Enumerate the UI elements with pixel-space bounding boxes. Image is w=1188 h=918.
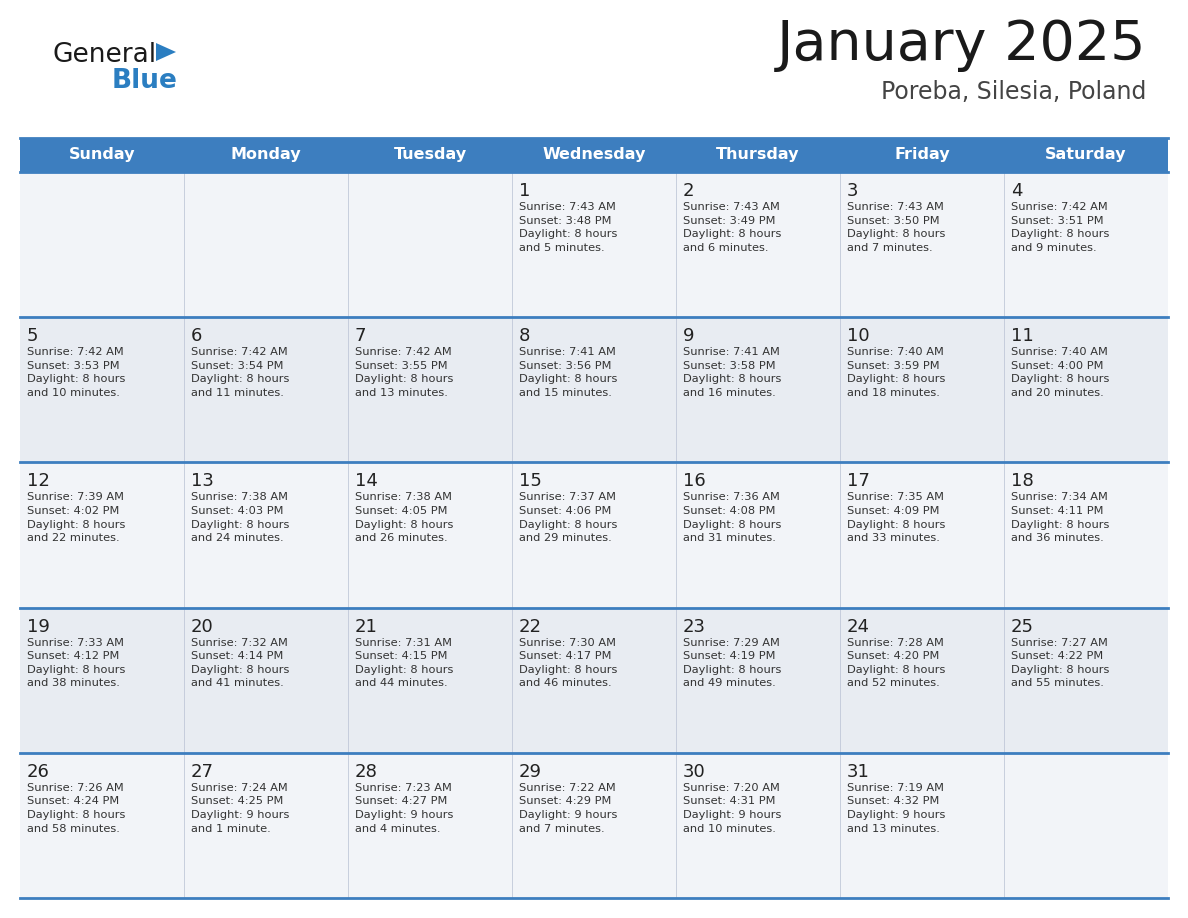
- Text: 18: 18: [1011, 473, 1034, 490]
- Bar: [20, 172, 1168, 318]
- Text: Sunrise: 7:27 AM
Sunset: 4:22 PM
Daylight: 8 hours
and 55 minutes.: Sunrise: 7:27 AM Sunset: 4:22 PM Dayligh…: [1011, 638, 1110, 688]
- Text: Sunrise: 7:41 AM
Sunset: 3:56 PM
Daylight: 8 hours
and 15 minutes.: Sunrise: 7:41 AM Sunset: 3:56 PM Dayligh…: [519, 347, 618, 398]
- Text: 28: 28: [355, 763, 378, 781]
- Text: 31: 31: [847, 763, 870, 781]
- Text: Sunrise: 7:26 AM
Sunset: 4:24 PM
Daylight: 8 hours
and 58 minutes.: Sunrise: 7:26 AM Sunset: 4:24 PM Dayligh…: [27, 783, 126, 834]
- Text: Sunrise: 7:35 AM
Sunset: 4:09 PM
Daylight: 8 hours
and 33 minutes.: Sunrise: 7:35 AM Sunset: 4:09 PM Dayligh…: [847, 492, 946, 543]
- Text: Sunrise: 7:43 AM
Sunset: 3:50 PM
Daylight: 8 hours
and 7 minutes.: Sunrise: 7:43 AM Sunset: 3:50 PM Dayligh…: [847, 202, 946, 252]
- Text: 15: 15: [519, 473, 542, 490]
- Text: 24: 24: [847, 618, 870, 635]
- Text: #1a1a1a: #1a1a1a: [52, 44, 58, 45]
- Text: Sunrise: 7:43 AM
Sunset: 3:49 PM
Daylight: 8 hours
and 6 minutes.: Sunrise: 7:43 AM Sunset: 3:49 PM Dayligh…: [683, 202, 782, 252]
- Text: 1: 1: [519, 182, 530, 200]
- Text: 6: 6: [191, 327, 202, 345]
- Text: Sunrise: 7:30 AM
Sunset: 4:17 PM
Daylight: 8 hours
and 46 minutes.: Sunrise: 7:30 AM Sunset: 4:17 PM Dayligh…: [519, 638, 618, 688]
- Text: Sunrise: 7:28 AM
Sunset: 4:20 PM
Daylight: 8 hours
and 52 minutes.: Sunrise: 7:28 AM Sunset: 4:20 PM Dayligh…: [847, 638, 946, 688]
- Text: 17: 17: [847, 473, 870, 490]
- Text: 5: 5: [27, 327, 38, 345]
- Text: 26: 26: [27, 763, 50, 781]
- Text: Wednesday: Wednesday: [542, 148, 646, 162]
- Text: Sunday: Sunday: [69, 148, 135, 162]
- Text: Sunrise: 7:34 AM
Sunset: 4:11 PM
Daylight: 8 hours
and 36 minutes.: Sunrise: 7:34 AM Sunset: 4:11 PM Dayligh…: [1011, 492, 1110, 543]
- Text: 3: 3: [847, 182, 859, 200]
- Text: Thursday: Thursday: [716, 148, 800, 162]
- Text: 16: 16: [683, 473, 706, 490]
- Text: 14: 14: [355, 473, 378, 490]
- Text: Sunrise: 7:22 AM
Sunset: 4:29 PM
Daylight: 9 hours
and 7 minutes.: Sunrise: 7:22 AM Sunset: 4:29 PM Dayligh…: [519, 783, 618, 834]
- Text: 19: 19: [27, 618, 50, 635]
- Text: 20: 20: [191, 618, 214, 635]
- Text: Sunrise: 7:36 AM
Sunset: 4:08 PM
Daylight: 8 hours
and 31 minutes.: Sunrise: 7:36 AM Sunset: 4:08 PM Dayligh…: [683, 492, 782, 543]
- Text: 29: 29: [519, 763, 542, 781]
- Text: 10: 10: [847, 327, 870, 345]
- Text: Sunrise: 7:19 AM
Sunset: 4:32 PM
Daylight: 9 hours
and 13 minutes.: Sunrise: 7:19 AM Sunset: 4:32 PM Dayligh…: [847, 783, 946, 834]
- Text: Sunrise: 7:38 AM
Sunset: 4:03 PM
Daylight: 8 hours
and 24 minutes.: Sunrise: 7:38 AM Sunset: 4:03 PM Dayligh…: [191, 492, 290, 543]
- Polygon shape: [156, 43, 176, 61]
- Text: 27: 27: [191, 763, 214, 781]
- Text: Sunrise: 7:29 AM
Sunset: 4:19 PM
Daylight: 8 hours
and 49 minutes.: Sunrise: 7:29 AM Sunset: 4:19 PM Dayligh…: [683, 638, 782, 688]
- Text: Sunrise: 7:41 AM
Sunset: 3:58 PM
Daylight: 8 hours
and 16 minutes.: Sunrise: 7:41 AM Sunset: 3:58 PM Dayligh…: [683, 347, 782, 398]
- Text: Saturday: Saturday: [1045, 148, 1126, 162]
- Text: 22: 22: [519, 618, 542, 635]
- Text: 9: 9: [683, 327, 695, 345]
- Text: Tuesday: Tuesday: [393, 148, 467, 162]
- Text: General: General: [52, 42, 156, 68]
- Text: 25: 25: [1011, 618, 1034, 635]
- Bar: [20, 463, 1168, 608]
- Text: Sunrise: 7:43 AM
Sunset: 3:48 PM
Daylight: 8 hours
and 5 minutes.: Sunrise: 7:43 AM Sunset: 3:48 PM Dayligh…: [519, 202, 618, 252]
- Text: Sunrise: 7:40 AM
Sunset: 3:59 PM
Daylight: 8 hours
and 18 minutes.: Sunrise: 7:40 AM Sunset: 3:59 PM Dayligh…: [847, 347, 946, 398]
- Text: Sunrise: 7:42 AM
Sunset: 3:53 PM
Daylight: 8 hours
and 10 minutes.: Sunrise: 7:42 AM Sunset: 3:53 PM Dayligh…: [27, 347, 126, 398]
- Bar: [20, 318, 1168, 463]
- Text: Sunrise: 7:32 AM
Sunset: 4:14 PM
Daylight: 8 hours
and 41 minutes.: Sunrise: 7:32 AM Sunset: 4:14 PM Dayligh…: [191, 638, 290, 688]
- Text: 2: 2: [683, 182, 695, 200]
- Text: Blue: Blue: [112, 68, 178, 94]
- Text: 12: 12: [27, 473, 50, 490]
- Bar: [20, 753, 1168, 898]
- Text: Sunrise: 7:42 AM
Sunset: 3:51 PM
Daylight: 8 hours
and 9 minutes.: Sunrise: 7:42 AM Sunset: 3:51 PM Dayligh…: [1011, 202, 1110, 252]
- Text: Sunrise: 7:23 AM
Sunset: 4:27 PM
Daylight: 9 hours
and 4 minutes.: Sunrise: 7:23 AM Sunset: 4:27 PM Dayligh…: [355, 783, 454, 834]
- Text: Poreba, Silesia, Poland: Poreba, Silesia, Poland: [880, 80, 1146, 104]
- Text: 21: 21: [355, 618, 378, 635]
- Text: Sunrise: 7:40 AM
Sunset: 4:00 PM
Daylight: 8 hours
and 20 minutes.: Sunrise: 7:40 AM Sunset: 4:00 PM Dayligh…: [1011, 347, 1110, 398]
- Text: Sunrise: 7:37 AM
Sunset: 4:06 PM
Daylight: 8 hours
and 29 minutes.: Sunrise: 7:37 AM Sunset: 4:06 PM Dayligh…: [519, 492, 618, 543]
- Bar: [20, 608, 1168, 753]
- Text: Sunrise: 7:42 AM
Sunset: 3:54 PM
Daylight: 8 hours
and 11 minutes.: Sunrise: 7:42 AM Sunset: 3:54 PM Dayligh…: [191, 347, 290, 398]
- Text: Sunrise: 7:20 AM
Sunset: 4:31 PM
Daylight: 9 hours
and 10 minutes.: Sunrise: 7:20 AM Sunset: 4:31 PM Dayligh…: [683, 783, 782, 834]
- Text: Friday: Friday: [895, 148, 950, 162]
- Text: 30: 30: [683, 763, 706, 781]
- Text: 8: 8: [519, 327, 530, 345]
- Text: Sunrise: 7:39 AM
Sunset: 4:02 PM
Daylight: 8 hours
and 22 minutes.: Sunrise: 7:39 AM Sunset: 4:02 PM Dayligh…: [27, 492, 126, 543]
- Text: Sunrise: 7:31 AM
Sunset: 4:15 PM
Daylight: 8 hours
and 44 minutes.: Sunrise: 7:31 AM Sunset: 4:15 PM Dayligh…: [355, 638, 454, 688]
- Text: 4: 4: [1011, 182, 1023, 200]
- Text: Sunrise: 7:33 AM
Sunset: 4:12 PM
Daylight: 8 hours
and 38 minutes.: Sunrise: 7:33 AM Sunset: 4:12 PM Dayligh…: [27, 638, 126, 688]
- Text: Sunrise: 7:38 AM
Sunset: 4:05 PM
Daylight: 8 hours
and 26 minutes.: Sunrise: 7:38 AM Sunset: 4:05 PM Dayligh…: [355, 492, 454, 543]
- Bar: [20, 138, 1168, 172]
- Text: 7: 7: [355, 327, 367, 345]
- Text: 11: 11: [1011, 327, 1034, 345]
- Text: 13: 13: [191, 473, 214, 490]
- Text: Sunrise: 7:24 AM
Sunset: 4:25 PM
Daylight: 9 hours
and 1 minute.: Sunrise: 7:24 AM Sunset: 4:25 PM Dayligh…: [191, 783, 290, 834]
- Text: Monday: Monday: [230, 148, 302, 162]
- Text: January 2025: January 2025: [777, 18, 1146, 72]
- Text: Sunrise: 7:42 AM
Sunset: 3:55 PM
Daylight: 8 hours
and 13 minutes.: Sunrise: 7:42 AM Sunset: 3:55 PM Dayligh…: [355, 347, 454, 398]
- Text: 23: 23: [683, 618, 706, 635]
